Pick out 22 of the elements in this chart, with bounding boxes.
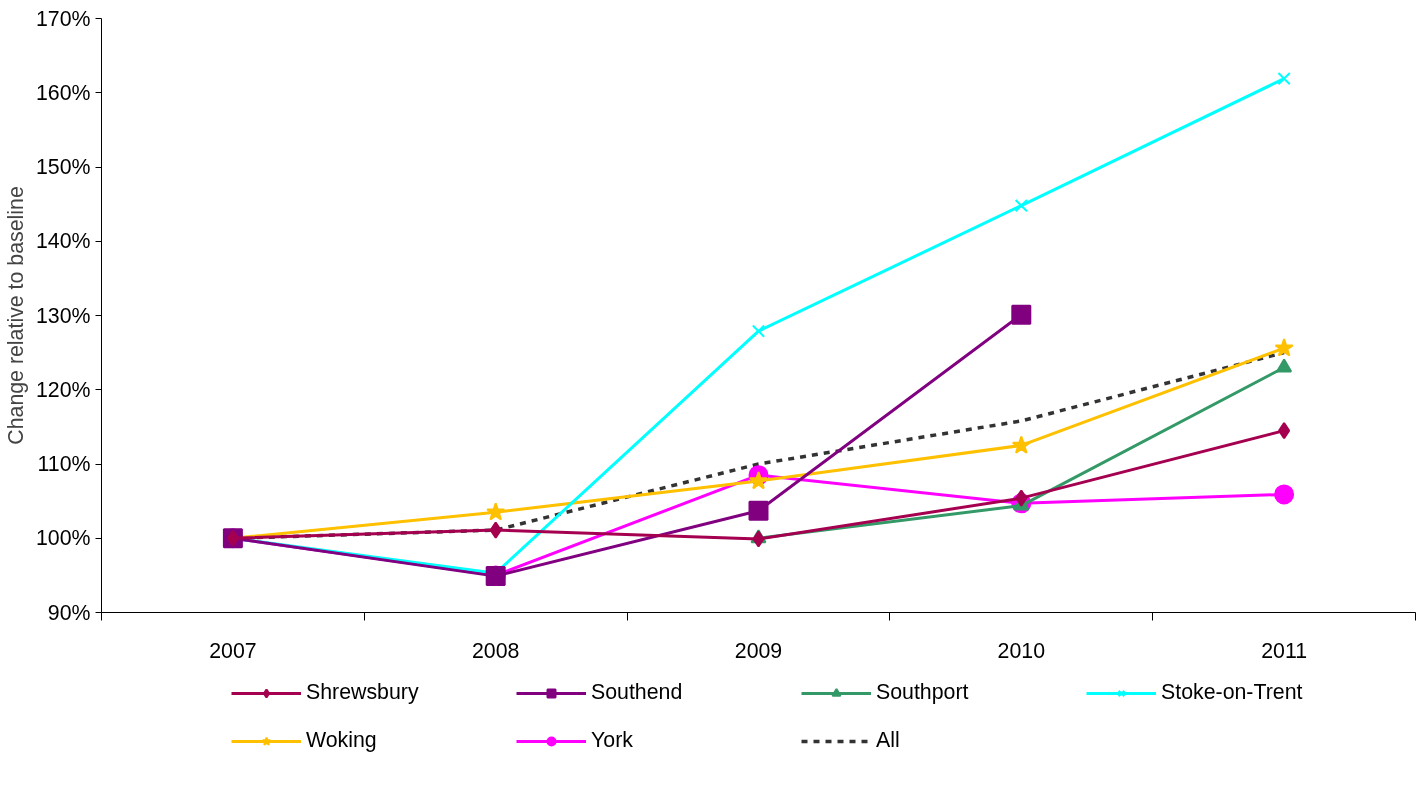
y-tick-label: 120%: [35, 377, 91, 402]
y-tick-label: 150%: [35, 155, 91, 179]
y-tick-label: 170%: [35, 6, 91, 31]
y-tick-label: 130%: [35, 303, 91, 328]
x-tick-label: 2011: [1261, 638, 1308, 663]
y-tick-label: 140%: [35, 229, 91, 254]
x-tick-label: 2010: [997, 638, 1046, 663]
x-tick-label: 2009: [734, 638, 783, 663]
legend-label: Shrewsbury: [306, 680, 420, 705]
legend-label: All: [876, 728, 901, 753]
y-tick-label: 90%: [47, 600, 91, 625]
legend-label: York: [591, 728, 634, 753]
y-tick-label: 110%: [37, 452, 91, 476]
y-tick-label: 160%: [35, 80, 91, 105]
y-axis-title: Change relative to baseline: [3, 186, 28, 445]
legend-label: Stoke-on-Trent: [1161, 680, 1304, 705]
y-tick-label: 100%: [35, 526, 91, 551]
x-tick-label: 2007: [209, 638, 257, 663]
x-tick-label: 2008: [471, 638, 520, 663]
legend-label: Southport: [876, 680, 970, 705]
legend-label: Southend: [591, 680, 684, 705]
legend-label: Woking: [306, 728, 378, 753]
